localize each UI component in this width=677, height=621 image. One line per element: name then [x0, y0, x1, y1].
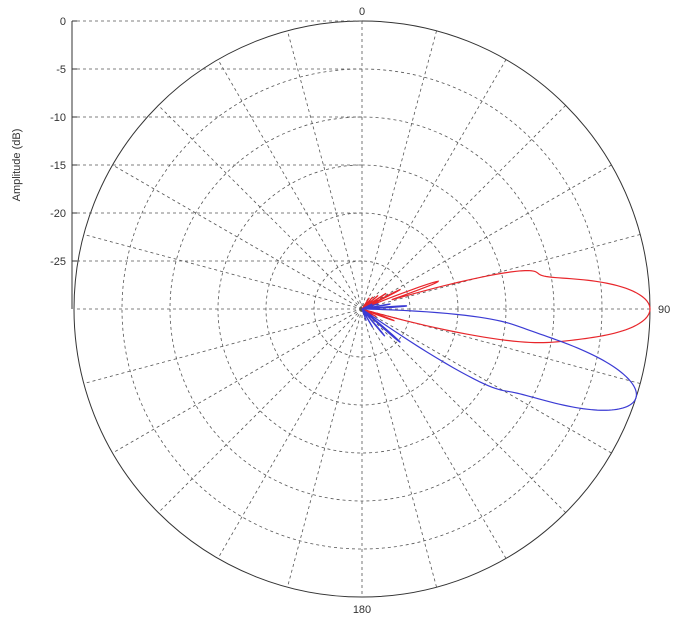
pattern-series-line: [361, 269, 651, 344]
angle-label: 0: [359, 6, 365, 18]
radial-tick-label: -5: [56, 64, 66, 76]
angle-label: 180: [353, 604, 371, 616]
radial-tick-label: -20: [50, 208, 66, 220]
radial-tick-label: -10: [50, 112, 66, 124]
radial-tick-label: -25: [50, 256, 66, 268]
pattern-series: [361, 269, 651, 411]
pattern-series-line: [361, 303, 638, 411]
radial-tick-label: -15: [50, 160, 66, 172]
angle-labels: 0 90 180: [353, 6, 670, 616]
radial-axis: 0 -5 -10 -15 -20 -25: [50, 16, 362, 309]
radial-tick-label: 0: [60, 16, 66, 28]
angle-label: 90: [658, 304, 670, 316]
y-axis-label: Amplitude (dB): [11, 129, 23, 202]
